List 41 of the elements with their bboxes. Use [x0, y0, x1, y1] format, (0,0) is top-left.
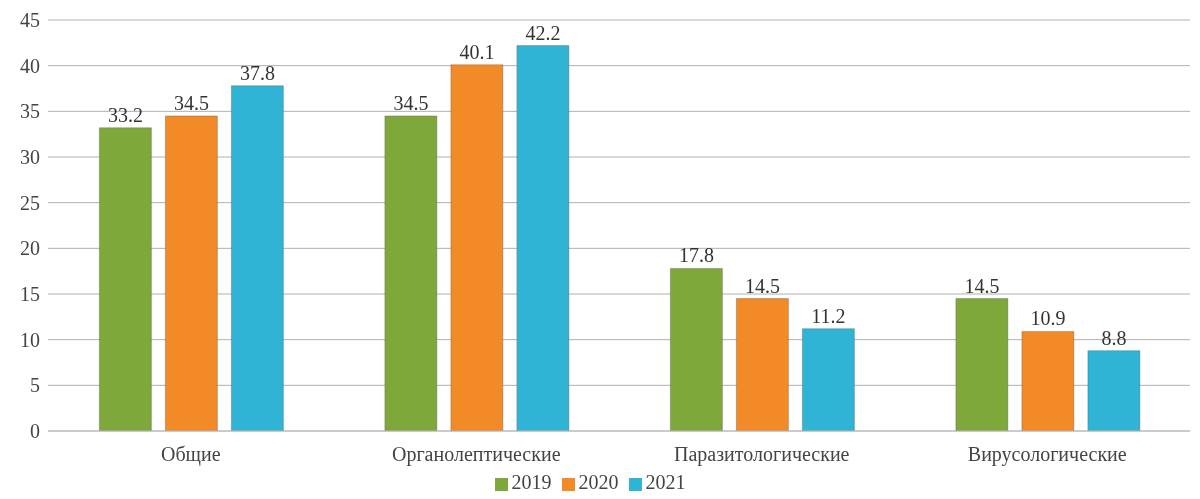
y-tick-label: 10	[20, 328, 40, 351]
bar	[735, 298, 789, 431]
x-tick-label: Общие	[160, 443, 221, 467]
y-tick-label: 35	[20, 100, 40, 123]
data-label: 42.2	[525, 21, 561, 44]
legend-label: 2020	[578, 471, 619, 493]
data-label: 37.8	[239, 61, 275, 84]
bar	[230, 85, 284, 431]
bar	[1021, 330, 1075, 431]
bar	[164, 115, 218, 431]
bar	[669, 267, 723, 431]
data-label: 8.8	[1101, 326, 1127, 349]
data-label: 40.1	[459, 40, 495, 63]
y-tick-label: 30	[20, 146, 40, 169]
bar	[1087, 350, 1141, 431]
legend-label: 2019	[511, 471, 552, 493]
bar	[384, 115, 438, 431]
x-tick-label: Паразитологические	[673, 443, 850, 467]
x-tick-label: Органолептические	[391, 443, 561, 467]
bar	[801, 328, 855, 431]
y-tick-label: 20	[20, 237, 40, 260]
data-label: 14.5	[744, 274, 780, 297]
data-label: 11.2	[811, 304, 846, 327]
y-tick-label: 45	[20, 9, 40, 32]
bar	[98, 127, 152, 431]
data-label: 10.9	[1030, 307, 1066, 330]
data-label: 33.2	[107, 103, 143, 126]
y-tick-label: 25	[20, 191, 40, 214]
data-label: 17.8	[678, 244, 714, 267]
x-tick-label: Вирусологические	[967, 443, 1127, 467]
bar	[955, 298, 1009, 431]
data-label: 34.5	[173, 91, 209, 114]
y-tick-label: 0	[30, 420, 40, 443]
legend-label: 2021	[645, 471, 686, 493]
bar	[516, 45, 570, 431]
data-label: 14.5	[964, 274, 1000, 297]
y-tick-label: 5	[30, 374, 40, 397]
bar	[450, 64, 504, 431]
y-tick-label: 40	[20, 54, 40, 77]
y-tick-label: 15	[20, 283, 40, 306]
data-label: 34.5	[393, 91, 429, 114]
